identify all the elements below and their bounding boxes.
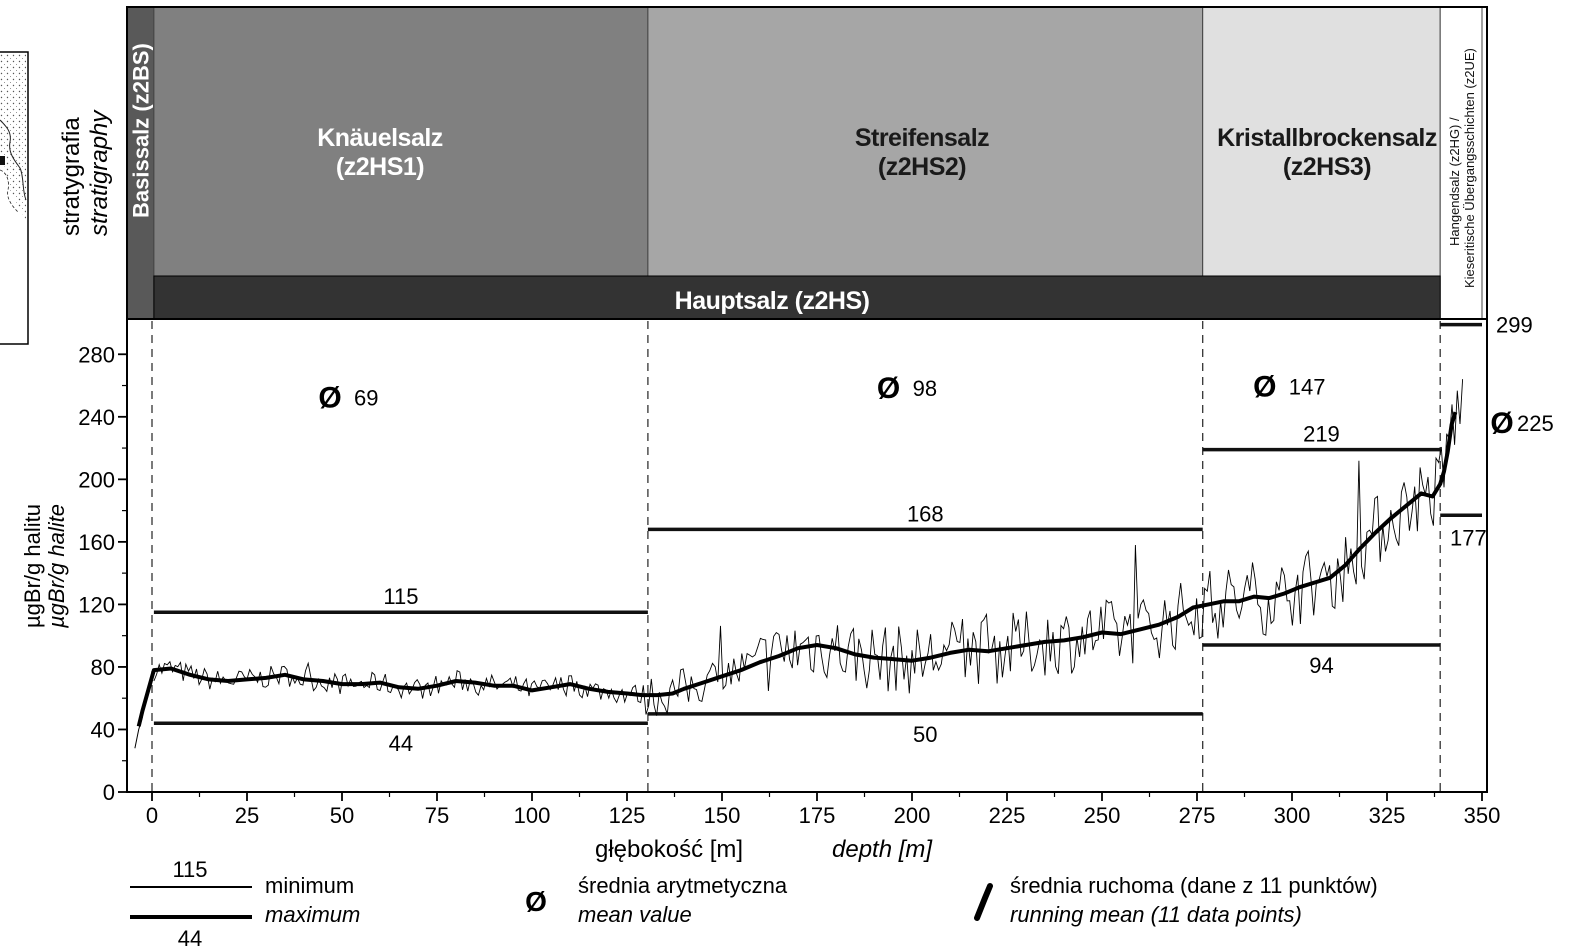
y-tick-label: 80 [91, 655, 115, 680]
strat-label-z2hs2-code: (z2HS2) [878, 153, 966, 181]
stratigraphy-title: stratygrafia [58, 117, 85, 236]
range-min-label-z2hs3: 94 [1309, 653, 1333, 678]
legend-mean-label-en: mean value [578, 902, 692, 927]
legend-running-mean-icon [974, 883, 993, 921]
mean-value-z2hs2: 98 [913, 376, 937, 401]
mean-symbol-z2hg: Ø [1490, 407, 1513, 440]
strat-band-z2hs2 [647, 6, 1204, 277]
mean-value-z2hs1: 69 [354, 385, 378, 410]
y-tick-label: 40 [91, 717, 115, 742]
legend-range-bottom-value: 44 [178, 926, 202, 951]
group-bar-label: Hauptsalz (z2HS) [675, 287, 870, 315]
x-tick-label: 275 [1179, 803, 1216, 828]
x-tick-label: 75 [425, 803, 449, 828]
y-tick-label: 240 [78, 405, 115, 430]
legend: 115 44 minimum maximum Ø średnia arytmet… [130, 857, 1378, 951]
mean-value-z2hg: 225 [1517, 411, 1554, 436]
range-min-label-z2hs1: 44 [389, 731, 413, 756]
stratigraphy-title-en: stratigraphy [86, 109, 113, 236]
range-max-label-z2hg: 299 [1496, 313, 1533, 338]
x-tick-label: 325 [1369, 803, 1406, 828]
strat-band-z2hg [1439, 6, 1483, 320]
strat-band-z2bs [126, 6, 155, 320]
x-tick-label: 125 [609, 803, 646, 828]
raw-measurements-line [153, 379, 1464, 716]
x-tick-label: 50 [330, 803, 354, 828]
strat-label-z2hs1-name: Knäuelsalz [317, 124, 443, 152]
mean-symbol-z2hs3: Ø [1253, 371, 1276, 404]
x-tick-label: 25 [235, 803, 259, 828]
location-map-fragment [0, 51, 29, 345]
mean-symbol-z2hs2: Ø [877, 372, 900, 405]
y-tick-label: 120 [78, 592, 115, 617]
y-axis-label: µgBr/g halitu [20, 504, 45, 628]
range-min-label-z2hg: 177 [1450, 525, 1487, 550]
x-tick-label: 100 [514, 803, 551, 828]
x-tick-label: 300 [1274, 803, 1311, 828]
legend-mean-symbol: Ø [525, 886, 547, 917]
y-axis: 0 40 80 120 160 200 240 280 [78, 342, 127, 805]
strat-label-z2hs2-name: Streifensalz [855, 124, 989, 152]
strat-label-z2hs3-name: Kristallbrockensalz [1217, 124, 1437, 152]
legend-running-mean-item: średnia ruchoma (dane z 11 punktów) runn… [974, 873, 1378, 927]
legend-range-top-value: 115 [172, 857, 207, 882]
strat-label-z2hs3-code: (z2HS3) [1283, 153, 1371, 181]
group-bar-hauptsalz [153, 275, 1441, 320]
x-axis-label: głębokość [m] [595, 836, 743, 863]
legend-running-mean-label: średnia ruchoma (dane z 11 punktów) [1010, 873, 1378, 898]
x-tick-label: 350 [1464, 803, 1501, 828]
y-tick-label: 0 [103, 780, 115, 805]
x-tick-label: 225 [989, 803, 1026, 828]
strat-label-z2hg-line2: Kieseritische Übergangsschichten (z2UE) [1462, 48, 1477, 288]
y-tick-label: 280 [78, 342, 115, 367]
y-tick-label: 200 [78, 467, 115, 492]
y-tick-label: 160 [78, 530, 115, 555]
legend-running-mean-label-en: running mean (11 data points) [1010, 902, 1302, 927]
x-tick-label: 175 [799, 803, 836, 828]
strat-label-z2bs: Basissalz (z2BS) [129, 43, 154, 218]
strat-label-z2hg-line1: Hangendsalz (z2HG) / [1447, 117, 1462, 246]
x-tick-label: 200 [894, 803, 931, 828]
stratigraphy-header: stratygrafia stratigraphy Basissalz (z2B… [58, 6, 1488, 320]
mean-symbol-z2hs1: Ø [318, 381, 341, 414]
legend-maximum-label: maximum [265, 902, 360, 927]
legend-mean-item: Ø średnia arytmetyczna mean value [525, 873, 788, 927]
x-tick-label: 150 [704, 803, 741, 828]
legend-mean-label: średnia arytmetyczna [578, 873, 788, 898]
x-tick-label: 250 [1084, 803, 1121, 828]
legend-range-item: 115 44 minimum maximum [130, 857, 360, 951]
y-axis-label-en: µgBr/g halite [44, 504, 69, 629]
range-max-label-z2hs1: 115 [383, 584, 418, 609]
strat-band-z2hs3 [1202, 6, 1441, 277]
x-axis-label-en: depth [m] [832, 836, 933, 863]
strat-label-z2hs1-code: (z2HS1) [336, 153, 424, 181]
running-mean-line [136, 411, 1458, 727]
range-max-label-z2hs3: 219 [1303, 422, 1340, 447]
legend-minimum-label: minimum [265, 873, 354, 898]
plot-frame [126, 318, 1488, 793]
x-tick-label: 0 [146, 803, 158, 828]
range-min-label-z2hs2: 50 [913, 722, 937, 747]
mean-value-z2hs3: 147 [1289, 375, 1326, 400]
range-max-label-z2hs2: 168 [907, 501, 944, 526]
x-axis: 0 25 50 75 100 125 150 175 200 225 250 275 300 325 350 [146, 792, 1500, 828]
